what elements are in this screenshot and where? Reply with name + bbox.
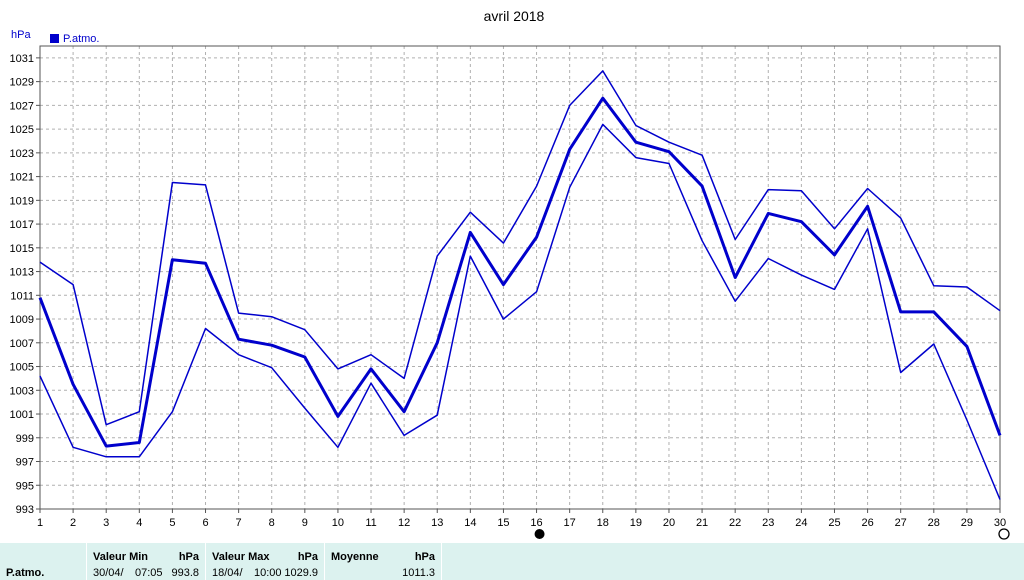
- y-tick-label: 1025: [10, 124, 34, 136]
- x-tick-label: 22: [729, 517, 741, 529]
- series-group: [38, 70, 1002, 500]
- y-tick-label: 1015: [10, 243, 34, 255]
- x-tick-label: 12: [398, 517, 410, 529]
- x-tick-label: 8: [269, 517, 275, 529]
- y-tick-label: 1003: [10, 385, 34, 397]
- x-tick-label: 1: [37, 517, 43, 529]
- filled-day-marker: [534, 529, 545, 539]
- stats-footer: P.atmo. Valeur Min hPa 30/04/ 07:05 993.…: [0, 543, 1024, 580]
- x-tick-label: 27: [895, 517, 907, 529]
- x-tick-label: 26: [861, 517, 873, 529]
- y-tick-label: 997: [16, 457, 34, 469]
- footer-min-cell: Valeur Min hPa 30/04/ 07:05 993.8: [87, 543, 205, 580]
- x-tick-label: 23: [762, 517, 774, 529]
- max-date: 18/04/: [212, 567, 243, 579]
- footer-separator: [324, 543, 325, 580]
- x-tick-label: 16: [530, 517, 542, 529]
- footer-avg-cell: Moyenne hPa 1011.3: [325, 543, 441, 580]
- x-tick-label: 10: [332, 517, 344, 529]
- min-date: 30/04/: [93, 567, 124, 579]
- y-tick-label: 1029: [10, 77, 34, 89]
- x-tick-label: 11: [365, 517, 376, 529]
- x-tick-label: 3: [103, 517, 109, 529]
- hollow-day-marker: [998, 528, 1010, 540]
- y-tick-label: 1031: [10, 53, 34, 65]
- min-value: 993.8: [171, 567, 199, 579]
- x-tick-label: 7: [236, 517, 242, 529]
- chart: avril 2018 hPa P.atmo. 993 995 997 999 1001 1…: [10, 8, 1010, 540]
- footer-separator: [441, 543, 442, 580]
- x-tick-label: 19: [630, 517, 642, 529]
- footer-label-cell: P.atmo.: [0, 543, 86, 580]
- x-tick-label: 2: [70, 517, 76, 529]
- x-tick-label: 14: [464, 517, 476, 529]
- x-tick-label: 28: [928, 517, 940, 529]
- x-tick-label: 25: [828, 517, 840, 529]
- y-tick-label: 1009: [10, 314, 34, 326]
- y-tick-labels: 993 995 997 999 1001 1003 1005 1007 1009 1011 1013…: [10, 53, 34, 516]
- x-tick-label: 5: [169, 517, 175, 529]
- y-tick-label: 1007: [10, 338, 34, 350]
- min-header: Valeur Min: [93, 551, 149, 563]
- x-tick-label: 24: [795, 517, 807, 529]
- series-mean-line: [38, 96, 1002, 448]
- x-tick-label: 21: [696, 517, 708, 529]
- y-tick-label: 1027: [10, 100, 34, 112]
- y-tick-label: 993: [16, 504, 34, 516]
- x-tick-label: 17: [564, 517, 576, 529]
- y-tick-label: 995: [16, 480, 34, 492]
- x-tick-labels: 1 2 3 4 5 6 7 8 9 10 11 12 13 14 15 16 17 18 19 20 21 22 23 24 2…: [37, 517, 1006, 529]
- x-tick-label: 30: [994, 517, 1006, 529]
- max-value: 1029.9: [284, 567, 318, 579]
- y-tick-label: 1013: [10, 267, 34, 279]
- x-tick-label: 9: [302, 517, 308, 529]
- max-unit: hPa: [297, 551, 318, 563]
- avg-unit: hPa: [414, 551, 435, 563]
- series-max-line: [39, 70, 1001, 426]
- grid: [36, 46, 1001, 513]
- footer-row-label: P.atmo.: [6, 567, 45, 579]
- y-axis-unit: hPa: [11, 29, 31, 41]
- series-min-line: [39, 123, 1001, 500]
- avg-header: Moyenne: [331, 551, 379, 563]
- min-time: 07:05: [135, 567, 163, 579]
- min-unit: hPa: [178, 551, 199, 563]
- legend-label: P.atmo.: [63, 33, 100, 45]
- footer-separator: [86, 543, 87, 580]
- max-time: 10:00: [254, 567, 282, 579]
- y-tick-label: 1023: [10, 148, 34, 160]
- x-tick-label: 18: [597, 517, 609, 529]
- avg-value: 1011.3: [402, 567, 435, 579]
- x-tick-label: 13: [431, 517, 443, 529]
- y-tick-label: 1017: [10, 219, 34, 231]
- plot-frame: [39, 45, 1001, 510]
- y-tick-label: 1001: [10, 409, 34, 421]
- chart-title: avril 2018: [484, 8, 545, 24]
- legend-swatch: [50, 34, 59, 43]
- y-tick-label: 1011: [10, 290, 34, 302]
- day-markers: [534, 528, 1010, 540]
- y-tick-label: 999: [16, 433, 34, 445]
- footer-max-cell: Valeur Max hPa 18/04/ 10:00 1029.9: [206, 543, 324, 580]
- footer-separator: [205, 543, 206, 580]
- x-tick-label: 20: [663, 517, 675, 529]
- y-tick-label: 1019: [10, 195, 34, 207]
- max-header: Valeur Max: [212, 551, 270, 563]
- y-tick-label: 1005: [10, 362, 34, 374]
- x-tick-label: 29: [961, 517, 973, 529]
- x-tick-label: 15: [497, 517, 509, 529]
- x-tick-label: 6: [202, 517, 208, 529]
- y-tick-label: 1021: [10, 172, 34, 184]
- x-tick-label: 4: [136, 517, 142, 529]
